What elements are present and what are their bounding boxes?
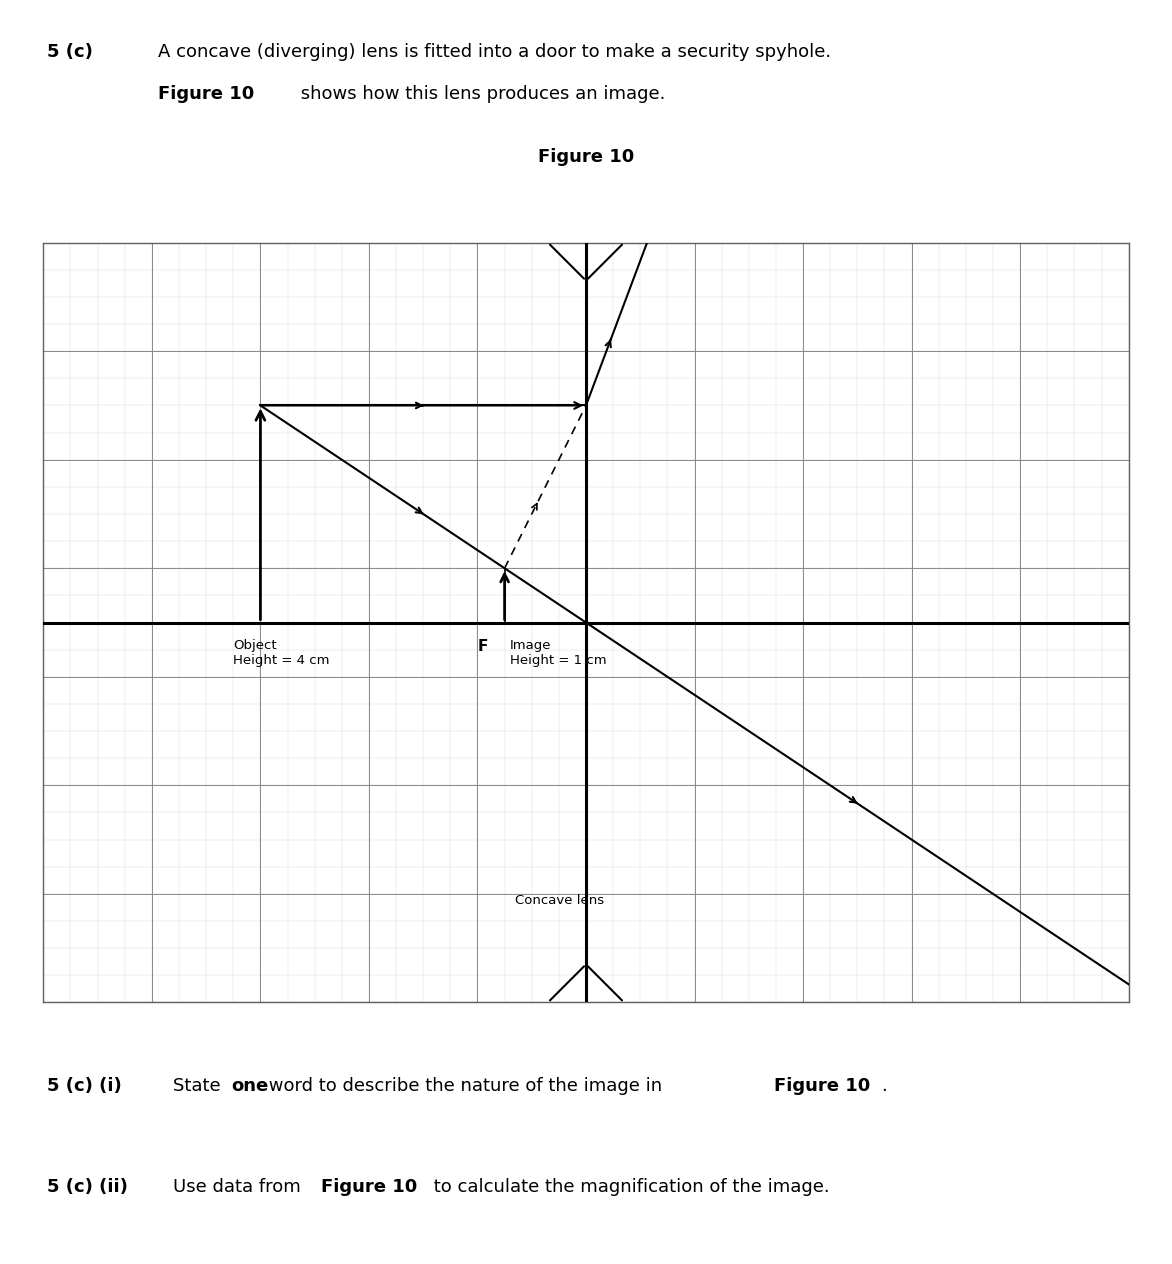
- Text: word to describe the nature of the image in: word to describe the nature of the image…: [263, 1077, 667, 1095]
- Text: Figure 10: Figure 10: [774, 1077, 870, 1095]
- Text: 5 (c) (ii): 5 (c) (ii): [47, 1178, 128, 1196]
- Text: to calculate the magnification of the image.: to calculate the magnification of the im…: [428, 1178, 830, 1196]
- Text: A concave (diverging) lens is fitted into a door to make a security spyhole.: A concave (diverging) lens is fitted int…: [158, 43, 831, 61]
- Text: Image
Height = 1 cm: Image Height = 1 cm: [510, 638, 607, 667]
- Text: Object
Height = 4 cm: Object Height = 4 cm: [233, 638, 329, 667]
- Text: one: one: [231, 1077, 268, 1095]
- Text: State: State: [173, 1077, 227, 1095]
- Text: F: F: [477, 638, 488, 653]
- Text: shows how this lens produces an image.: shows how this lens produces an image.: [295, 85, 666, 102]
- Text: Figure 10: Figure 10: [321, 1178, 417, 1196]
- Text: 5 (c) (i): 5 (c) (i): [47, 1077, 122, 1095]
- Text: 5 (c): 5 (c): [47, 43, 93, 61]
- Text: Use data from: Use data from: [173, 1178, 307, 1196]
- Text: Figure 10: Figure 10: [158, 85, 254, 102]
- Text: .: .: [881, 1077, 887, 1095]
- Text: Concave lens: Concave lens: [516, 894, 605, 906]
- Text: Figure 10: Figure 10: [538, 148, 634, 166]
